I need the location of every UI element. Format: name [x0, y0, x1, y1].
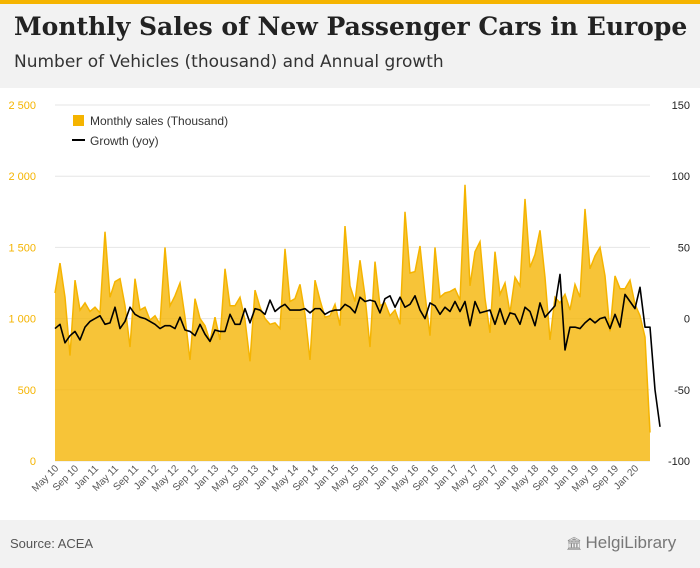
chart-title: Monthly Sales of New Passenger Cars in E… — [14, 12, 688, 41]
chart-canvas: 0 500 1 000 1 500 2 000 2 500 -100 -50 0 50 100 15… — [8, 100, 690, 494]
right-axis-tick-label: 100 — [672, 171, 690, 183]
right-axis-tick-label: 150 — [672, 100, 690, 112]
sales-area — [55, 184, 650, 461]
left-axis-tick-label: 1 000 — [8, 314, 36, 326]
legend-label-growth: Growth (yoy) — [90, 134, 159, 148]
library-columns-icon: 🏛 — [566, 536, 583, 551]
growth-line — [54, 273, 661, 427]
legend: Monthly sales (Thousand) Growth (yoy) — [72, 114, 228, 148]
left-axis-tick-labels: 0 500 1 000 1 500 2 000 2 500 — [8, 100, 36, 468]
top-accent-bar — [0, 0, 700, 4]
sales-area-outline — [54, 184, 651, 433]
left-axis-tick-label: 2 000 — [8, 171, 36, 183]
left-axis-tick-label: 500 — [18, 385, 36, 397]
source-note: Source: ACEA — [10, 536, 94, 551]
left-axis-tick-label: 0 — [30, 456, 36, 468]
right-axis-tick-label: 50 — [678, 242, 690, 254]
right-axis-tick-label: 0 — [684, 314, 690, 326]
growth-line-layer — [54, 273, 661, 427]
helgilibrary-logo[interactable]: 🏛 HelgiLibrary — [566, 533, 676, 553]
right-axis-tick-labels: -100 -50 0 50 100 150 — [668, 100, 690, 468]
legend-swatch-sales — [73, 115, 84, 126]
left-axis-tick-label: 2 500 — [8, 100, 36, 112]
sales-area-layer — [54, 184, 651, 461]
chart-subtitle: Number of Vehicles (thousand) and Annual… — [14, 52, 444, 72]
left-axis-tick-label: 1 500 — [8, 242, 36, 254]
logo-text: HelgiLibrary — [585, 533, 677, 552]
right-axis-tick-label: -50 — [674, 385, 690, 397]
right-axis-tick-label: -100 — [668, 456, 690, 468]
legend-label-sales: Monthly sales (Thousand) — [90, 114, 228, 128]
